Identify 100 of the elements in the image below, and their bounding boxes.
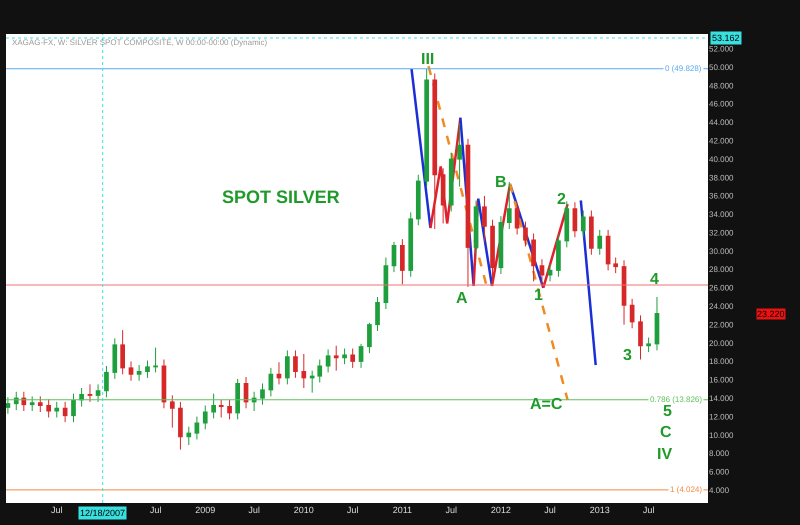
- annotation: 3: [623, 347, 632, 364]
- candlestick: [79, 388, 84, 407]
- candlestick: [646, 336, 651, 353]
- ref-line-label: 12/18/2007: [80, 508, 126, 518]
- candlestick: [457, 122, 462, 188]
- candlestick: [170, 394, 175, 428]
- y-tick-label: 4.000: [709, 486, 730, 495]
- annotation: 5: [663, 403, 672, 420]
- candlestick: [14, 391, 19, 411]
- x-tick-label: Jul: [544, 505, 556, 515]
- candlestick: [284, 350, 290, 385]
- y-tick-label: 12.000: [709, 412, 734, 422]
- candlestick: [6, 396, 10, 414]
- candlestick: [136, 364, 142, 382]
- candlestick: [630, 298, 634, 329]
- y-tick-label: 44.000: [709, 118, 734, 128]
- candlestick: [466, 138, 470, 288]
- x-tick-label: Jul: [642, 505, 654, 515]
- candlestick: [564, 200, 570, 248]
- y-tick-label: 38.000: [709, 173, 734, 182]
- y-tick-label: 14.000: [709, 394, 734, 403]
- x-tick-label: 2009: [195, 505, 216, 515]
- candlestick: [548, 263, 552, 282]
- candlestick: [358, 343, 364, 368]
- candlestick: [244, 376, 248, 409]
- candlestick: [21, 391, 26, 412]
- candlestick: [424, 68, 430, 188]
- annotation: 2: [557, 191, 566, 208]
- y-tick-label: 6.000: [709, 468, 730, 477]
- candlestick: [211, 393, 216, 419]
- candlestick: [112, 338, 118, 380]
- x-tick-label: Jul: [51, 505, 63, 515]
- candlestick: [310, 370, 315, 394]
- candlestick: [392, 241, 396, 273]
- candlestick: [400, 238, 405, 285]
- x-tick-label: 2010: [294, 505, 314, 515]
- y-tick-label: 42.000: [709, 136, 734, 146]
- ref-line-label: 0.786 (13.826): [650, 395, 702, 404]
- candlestick: [514, 202, 520, 235]
- candlestick: [606, 229, 610, 271]
- candlestick: [54, 401, 60, 418]
- candlestick: [506, 182, 512, 230]
- x-tick-label: Jul: [346, 505, 358, 515]
- candlestick: [46, 398, 52, 418]
- candlestick: [448, 152, 454, 212]
- candlestick: [104, 365, 109, 398]
- candlestick: [268, 367, 274, 397]
- y-tick-label: 8.000: [709, 449, 730, 458]
- text: XAGAG-FX, W: SILVER SPOT COMPOSITE, W 00:00-00:00 (Dynamic): [12, 38, 268, 47]
- y-tick-label: 10.000: [709, 430, 734, 440]
- ref-line-label: 53.162: [712, 33, 740, 43]
- ref-line-label: 0 (49.828): [665, 64, 702, 73]
- candlestick: [440, 168, 446, 224]
- candlestick: [597, 229, 602, 256]
- candlestick: [317, 359, 322, 384]
- candlestick: [186, 426, 192, 446]
- annotation: IV: [657, 446, 672, 463]
- candlestick: [38, 396, 43, 412]
- candlestick: [276, 362, 282, 385]
- candlestick: [350, 348, 356, 368]
- candlestick: [613, 256, 618, 274]
- candlestick: [334, 345, 339, 372]
- annotation: 1: [534, 287, 543, 304]
- candlestick: [622, 260, 626, 326]
- x-tick-label: Jul: [248, 505, 260, 515]
- annotation: B: [495, 174, 507, 191]
- y-tick-label: 22.000: [709, 320, 734, 330]
- y-tick-label: 20.000: [709, 338, 734, 348]
- y-tick-label: 36.000: [709, 192, 734, 201]
- candlestick: [638, 314, 643, 360]
- x-tick-label: 2013: [590, 505, 610, 515]
- y-tick-label: 16.000: [709, 376, 734, 385]
- candlestick: [218, 400, 224, 418]
- y-tick-label: 32.000: [709, 228, 734, 238]
- candlestick: [572, 202, 578, 238]
- candlestick: [523, 221, 528, 247]
- x-tick-label: Jul: [445, 505, 457, 515]
- candlestick: [416, 174, 421, 226]
- annotation: C: [660, 424, 672, 441]
- annotation: A: [456, 290, 468, 307]
- candlestick: [128, 360, 134, 382]
- candlestick: [326, 348, 330, 373]
- candlestick: [580, 210, 586, 238]
- x-tick-label: Jul: [150, 505, 162, 515]
- candlestick: [153, 347, 158, 373]
- y-tick-label: 40.000: [709, 154, 734, 164]
- annotation: A=C: [530, 396, 563, 413]
- candlestick: [342, 348, 347, 365]
- candlestick: [293, 350, 298, 378]
- candlestick: [498, 216, 504, 275]
- y-tick-label: 18.000: [709, 357, 734, 366]
- candlestick: [88, 384, 92, 402]
- candlestick: [145, 360, 150, 378]
- candlestick: [202, 405, 208, 430]
- y-tick-label: 26.000: [709, 284, 734, 293]
- text: 23.220: [757, 309, 785, 319]
- candlestick: [120, 330, 125, 375]
- candlestick: [227, 400, 232, 420]
- y-tick-label: 30.000: [709, 246, 734, 256]
- candlestick: [531, 233, 536, 282]
